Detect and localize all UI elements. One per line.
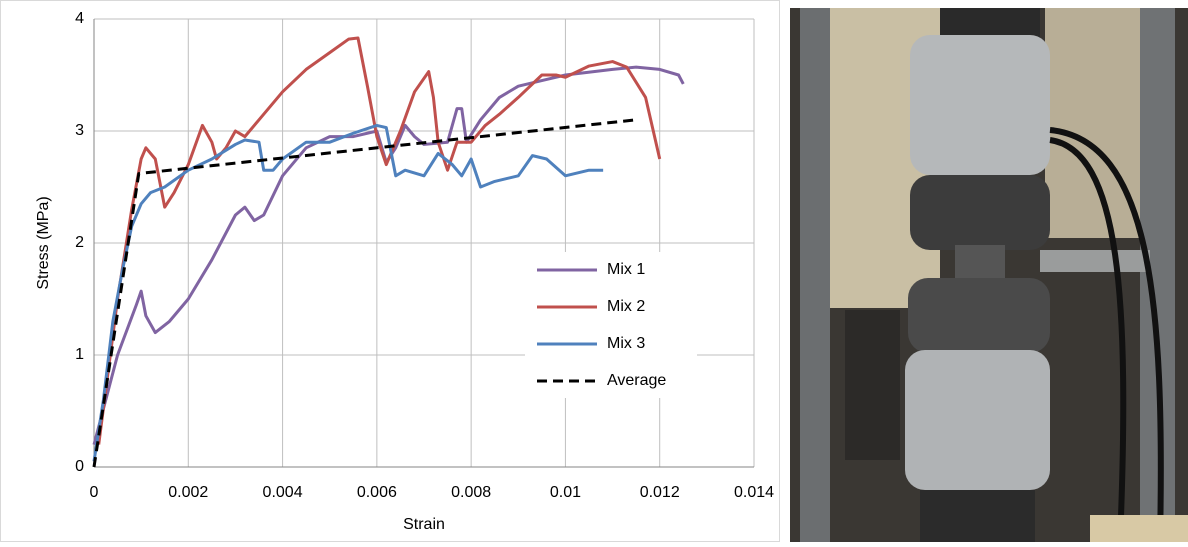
specimen bbox=[955, 245, 1005, 280]
cable bbox=[1049, 137, 1127, 543]
y-tick-label: 1 bbox=[75, 346, 84, 363]
upper-grip bbox=[910, 35, 1050, 175]
upper-grip-base bbox=[910, 175, 1050, 250]
lower-grip-top bbox=[908, 278, 1050, 353]
x-axis-label: Strain bbox=[403, 516, 445, 533]
x-tick-label: 0.012 bbox=[640, 484, 680, 501]
x-tick-label: 0 bbox=[90, 484, 99, 501]
wall bbox=[1045, 8, 1155, 238]
beam bbox=[1040, 250, 1150, 272]
bellows bbox=[920, 490, 1035, 542]
line-series bbox=[92, 123, 604, 462]
legend-label: Mix 1 bbox=[607, 261, 645, 278]
y-tick-label: 3 bbox=[75, 122, 84, 139]
shelf bbox=[845, 310, 900, 460]
lower-grip bbox=[905, 350, 1050, 490]
x-tick-label: 0.006 bbox=[357, 484, 397, 501]
photo bbox=[790, 8, 1188, 543]
cable bbox=[1049, 127, 1164, 543]
column bbox=[1140, 8, 1175, 542]
line-series bbox=[97, 36, 662, 445]
top-head bbox=[940, 8, 1040, 38]
wood bbox=[1090, 515, 1188, 542]
x-tick-label: 0.002 bbox=[168, 484, 208, 501]
y-tick-label: 0 bbox=[75, 458, 84, 475]
line-series bbox=[92, 118, 637, 468]
x-tick-label: 0.004 bbox=[263, 484, 303, 501]
y-axis-label: Stress (MPa) bbox=[35, 196, 52, 289]
legend-box bbox=[525, 252, 697, 398]
column bbox=[800, 8, 830, 542]
x-tick-label: 0.008 bbox=[451, 484, 491, 501]
y-tick-label: 2 bbox=[75, 234, 84, 251]
x-tick-label: 0.014 bbox=[734, 484, 774, 501]
y-tick-label: 4 bbox=[75, 10, 84, 27]
legend-label: Mix 2 bbox=[607, 298, 645, 315]
x-tick-label: 0.01 bbox=[550, 484, 581, 501]
legend-label: Mix 3 bbox=[607, 335, 645, 352]
legend-label: Average bbox=[607, 372, 666, 389]
